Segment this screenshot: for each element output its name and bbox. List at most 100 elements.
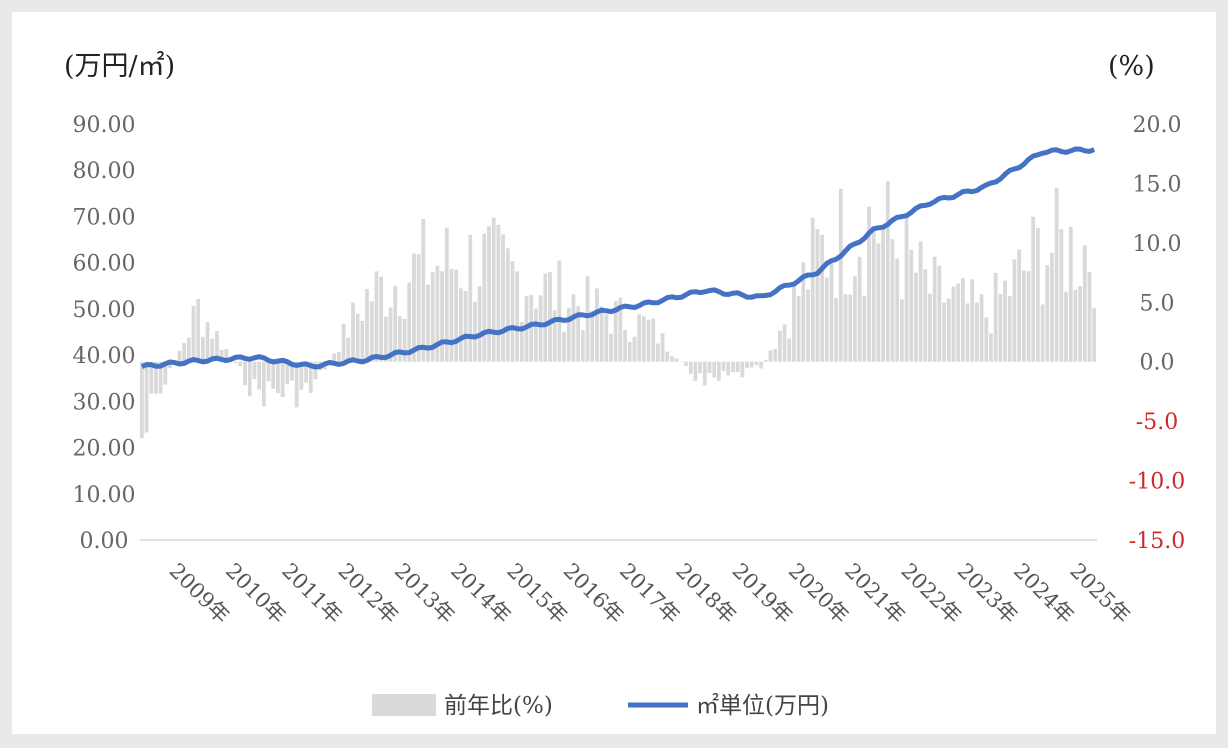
bar-yoy — [454, 269, 459, 362]
bar-yoy — [590, 310, 595, 362]
bar-yoy — [491, 217, 496, 362]
x-tick-label: 2017年 — [615, 559, 685, 629]
bar-yoy — [412, 253, 416, 362]
bar-yoy — [749, 361, 754, 368]
bar-yoy — [674, 358, 679, 362]
bar-yoy — [721, 361, 726, 371]
bar-yoy — [857, 256, 862, 362]
bar-yoy — [261, 361, 266, 407]
bar-yoy — [215, 331, 219, 362]
bar-yoy — [965, 303, 970, 362]
bar-yoy — [693, 361, 698, 381]
bar-yoy — [881, 225, 885, 362]
bar-yoy — [571, 294, 576, 362]
bar-yoy — [895, 258, 900, 362]
bar-yoy — [829, 263, 834, 362]
bar-yoy — [529, 294, 534, 362]
bar-yoy — [984, 317, 989, 362]
bar-yoy — [360, 320, 365, 362]
left-tick-label: 60.00 — [73, 252, 136, 277]
bar-yoy — [796, 296, 801, 362]
bar-yoy — [885, 181, 890, 362]
bar-yoy — [219, 349, 224, 362]
x-tick-label: 2015年 — [502, 559, 572, 629]
bar-yoy — [519, 322, 524, 362]
left-tick-label: 90.00 — [73, 113, 136, 138]
bar-yoy — [505, 248, 510, 362]
chart-frame: (万円/㎡) (%) 90.00 80.00 70.00 60.00 50.00 40.0… — [12, 12, 1216, 734]
x-tick-label: 2024年 — [1009, 559, 1079, 629]
bar-yoy — [759, 361, 763, 369]
bar-yoy — [726, 361, 731, 376]
bar-yoy — [806, 289, 810, 362]
bar-yoy — [848, 294, 853, 362]
bar-yoy — [698, 361, 703, 374]
right-tick-label: 10.0 — [1133, 232, 1182, 257]
bar-yoy — [224, 349, 229, 362]
bar-yoy — [712, 361, 717, 378]
bar-yoy — [290, 361, 294, 381]
bar-yoy — [388, 307, 393, 362]
bar-yoy — [937, 265, 942, 362]
bar-yoy — [271, 361, 276, 389]
bar-yoy — [1007, 295, 1012, 362]
bar-yoy — [402, 318, 407, 362]
bar-yoy — [477, 286, 482, 362]
bar-yoy — [487, 226, 491, 362]
bar-yoy — [365, 288, 369, 362]
bar-yoy — [946, 298, 951, 362]
bar-yoy — [815, 229, 820, 362]
bar-yoy — [899, 299, 904, 362]
bar-yoy — [233, 361, 238, 363]
bar-yoy — [660, 333, 665, 362]
left-tick-label: 10.00 — [73, 483, 136, 508]
bar-yoy — [623, 329, 627, 362]
bar-yoy — [1003, 280, 1007, 362]
bar-yoy — [341, 323, 346, 362]
bar-yoy — [407, 282, 412, 362]
bar-yoy — [975, 302, 979, 362]
bar-yoy — [1054, 187, 1059, 362]
bar-yoy — [768, 350, 773, 362]
bar-yoy — [163, 361, 168, 385]
bar-yoy — [304, 361, 308, 383]
bar-yoy — [862, 295, 867, 362]
bar-yoy — [580, 330, 585, 362]
bar-yoy — [914, 272, 918, 362]
bar-yoy — [473, 301, 477, 362]
bar-yoy — [393, 285, 398, 362]
bar-yoy — [904, 216, 909, 362]
right-tick-label: -10.0 — [1129, 470, 1185, 495]
bar-yoy — [538, 295, 543, 362]
bar-yoy — [285, 361, 290, 385]
bar-yoy — [440, 271, 444, 362]
bar-yoy — [970, 279, 975, 362]
legend: 前年比(%) ㎡単位(万円) — [372, 693, 829, 719]
bar-yoy — [707, 361, 712, 374]
bar-yoy — [1031, 216, 1036, 362]
bar-yoy — [266, 361, 271, 382]
bar-yoy — [960, 278, 965, 362]
bar-yoy — [641, 316, 646, 362]
bar-yoy — [871, 228, 876, 362]
bar-yoy — [154, 361, 158, 394]
bar-yoy — [177, 350, 182, 362]
x-tick-label: 2021年 — [840, 559, 910, 629]
x-tick-label: 2023年 — [953, 559, 1023, 629]
bar-yoy — [763, 359, 768, 362]
bar-yoy — [552, 310, 557, 362]
bar-yoy — [421, 219, 426, 362]
bar-yoy — [604, 314, 609, 362]
bar-yoy — [979, 294, 984, 362]
bar-yoy — [928, 293, 932, 362]
x-tick-label: 2014年 — [446, 559, 516, 629]
bar-yoy — [1017, 249, 1022, 362]
bar-yoy — [820, 234, 824, 362]
bar-yoy — [496, 224, 501, 362]
bar-yoy — [613, 300, 618, 362]
bar-yoy — [426, 284, 430, 362]
bar-yoy — [313, 361, 318, 380]
bar-yoy — [1068, 226, 1073, 362]
bar-yoy — [1012, 259, 1017, 362]
bar-yoy — [824, 277, 829, 362]
